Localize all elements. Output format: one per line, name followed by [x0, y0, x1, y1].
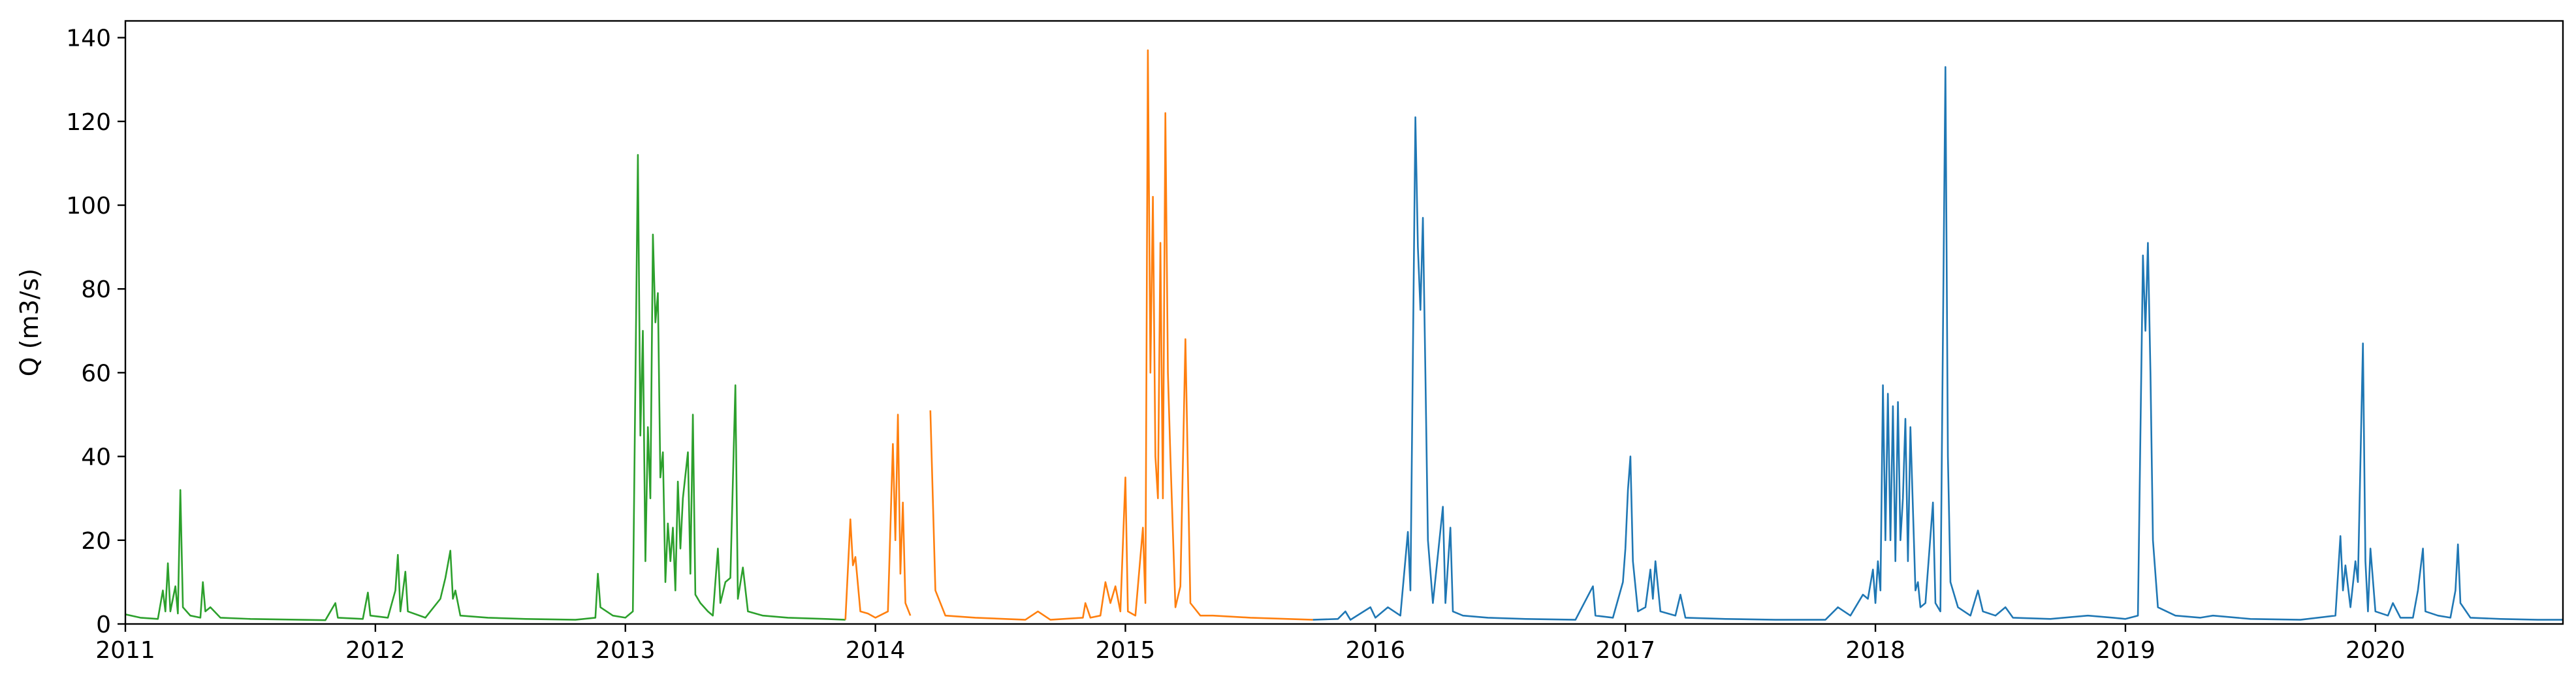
- x-tick-label: 2011: [95, 637, 155, 664]
- x-tick-label: 2013: [596, 637, 656, 664]
- y-tick-label: 60: [81, 360, 111, 387]
- plot-frame: [124, 20, 2564, 625]
- x-tick-label: 2015: [1096, 637, 1156, 664]
- x-axis: 2011 2012 2013 2014 2015 2016 2017 2018 2019 2020: [95, 624, 2406, 664]
- y-tick-label: 0: [96, 612, 111, 638]
- series-2-line-1: [844, 414, 912, 620]
- x-tick-label: 2017: [1595, 637, 1655, 664]
- series-2-line-2: [929, 49, 1313, 621]
- y-tick-label: 100: [66, 193, 111, 220]
- y-tick-label: 80: [81, 276, 111, 303]
- x-tick-label: 2016: [1346, 637, 1406, 664]
- x-tick-label: 2012: [345, 637, 405, 664]
- y-axis-title: Q (m3/s): [15, 269, 44, 376]
- series-1-line-1: [125, 154, 846, 621]
- y-tick-label: 40: [81, 444, 111, 471]
- series-3-line-1: [1312, 66, 2563, 621]
- y-axis: 0 20 40 60 80 100 120 140: [66, 25, 125, 638]
- x-tick-label: 2014: [846, 637, 906, 664]
- y-tick-label: 20: [81, 528, 111, 555]
- x-tick-label: 2020: [2345, 637, 2406, 664]
- series-layer: [125, 49, 2563, 621]
- x-tick-label: 2018: [1845, 637, 1905, 664]
- y-tick-label: 140: [66, 25, 111, 52]
- x-tick-label: 2019: [2095, 637, 2155, 664]
- y-tick-label: 120: [66, 109, 111, 136]
